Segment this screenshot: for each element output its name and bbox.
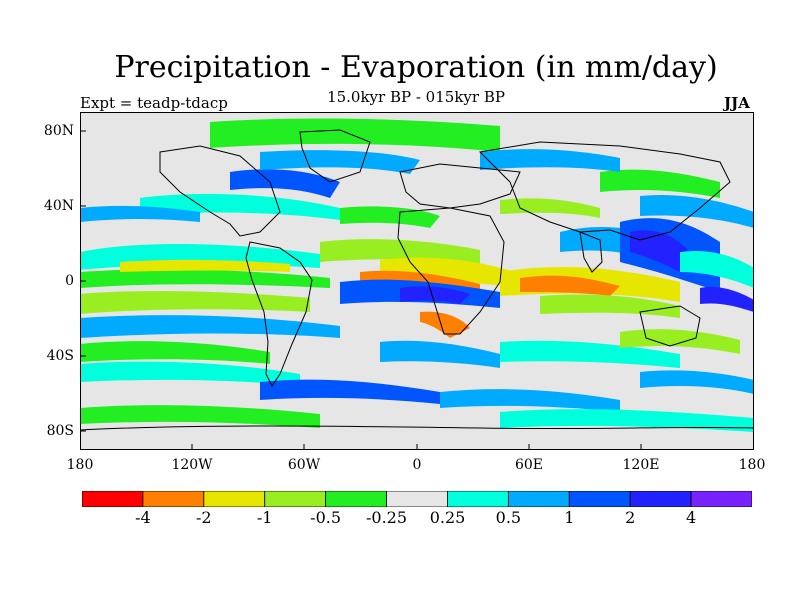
colorbar-swatch	[142, 491, 205, 507]
y-tick-label: 80N	[43, 123, 74, 139]
x-tick-label: 60W	[287, 457, 321, 473]
colorbar-label: -0.25	[365, 508, 408, 527]
x-tick-label: 120W	[171, 457, 213, 473]
colorbar	[82, 491, 752, 507]
x-tick-label: 120E	[622, 457, 660, 473]
x-tick-label: 180	[738, 457, 766, 473]
colorbar-label: -0.5	[310, 508, 342, 527]
colorbar-swatch	[264, 491, 327, 507]
colorbar-label: 1	[564, 508, 575, 527]
experiment-label: Expt = teadp-tdacp	[80, 94, 228, 112]
x-tick-label: 180	[66, 457, 94, 473]
colorbar-label: 2	[625, 508, 636, 527]
axis-ticks	[80, 130, 642, 450]
colorbar-swatch	[447, 491, 509, 507]
x-tick-label: 0	[412, 457, 422, 473]
y-tick-label: 40S	[46, 348, 74, 364]
colorbar-label: -2	[196, 508, 212, 527]
colorbar-label: 0.5	[495, 508, 522, 527]
y-tick-label: 0	[65, 273, 74, 289]
chart-subtitle: 15.0kyr BP - 015kyr BP	[327, 88, 505, 106]
precipitation-map	[80, 112, 754, 450]
colorbar-label: -1	[256, 508, 273, 527]
y-tick-label: 80S	[46, 423, 74, 439]
colorbar-swatch	[629, 491, 692, 507]
colorbar-label: 0.25	[429, 508, 466, 527]
colorbar-label: 4	[686, 508, 697, 527]
coastlines	[80, 129, 754, 431]
colorbar-label: -4	[135, 508, 151, 527]
y-tick-label: 40N	[43, 198, 74, 214]
colorbar-swatch	[568, 491, 631, 507]
x-tick-label: 60E	[514, 457, 544, 473]
colorbar-swatch	[203, 491, 266, 507]
colorbar-swatch	[325, 491, 387, 507]
chart-title: Precipitation - Evaporation (in mm/day)	[114, 50, 718, 85]
anomaly-field	[80, 118, 754, 432]
colorbar-swatch	[690, 491, 752, 507]
colorbar-swatch	[386, 491, 448, 507]
season-label: JJA	[724, 94, 750, 112]
colorbar-swatch	[507, 491, 570, 507]
colorbar-swatch	[82, 491, 144, 507]
